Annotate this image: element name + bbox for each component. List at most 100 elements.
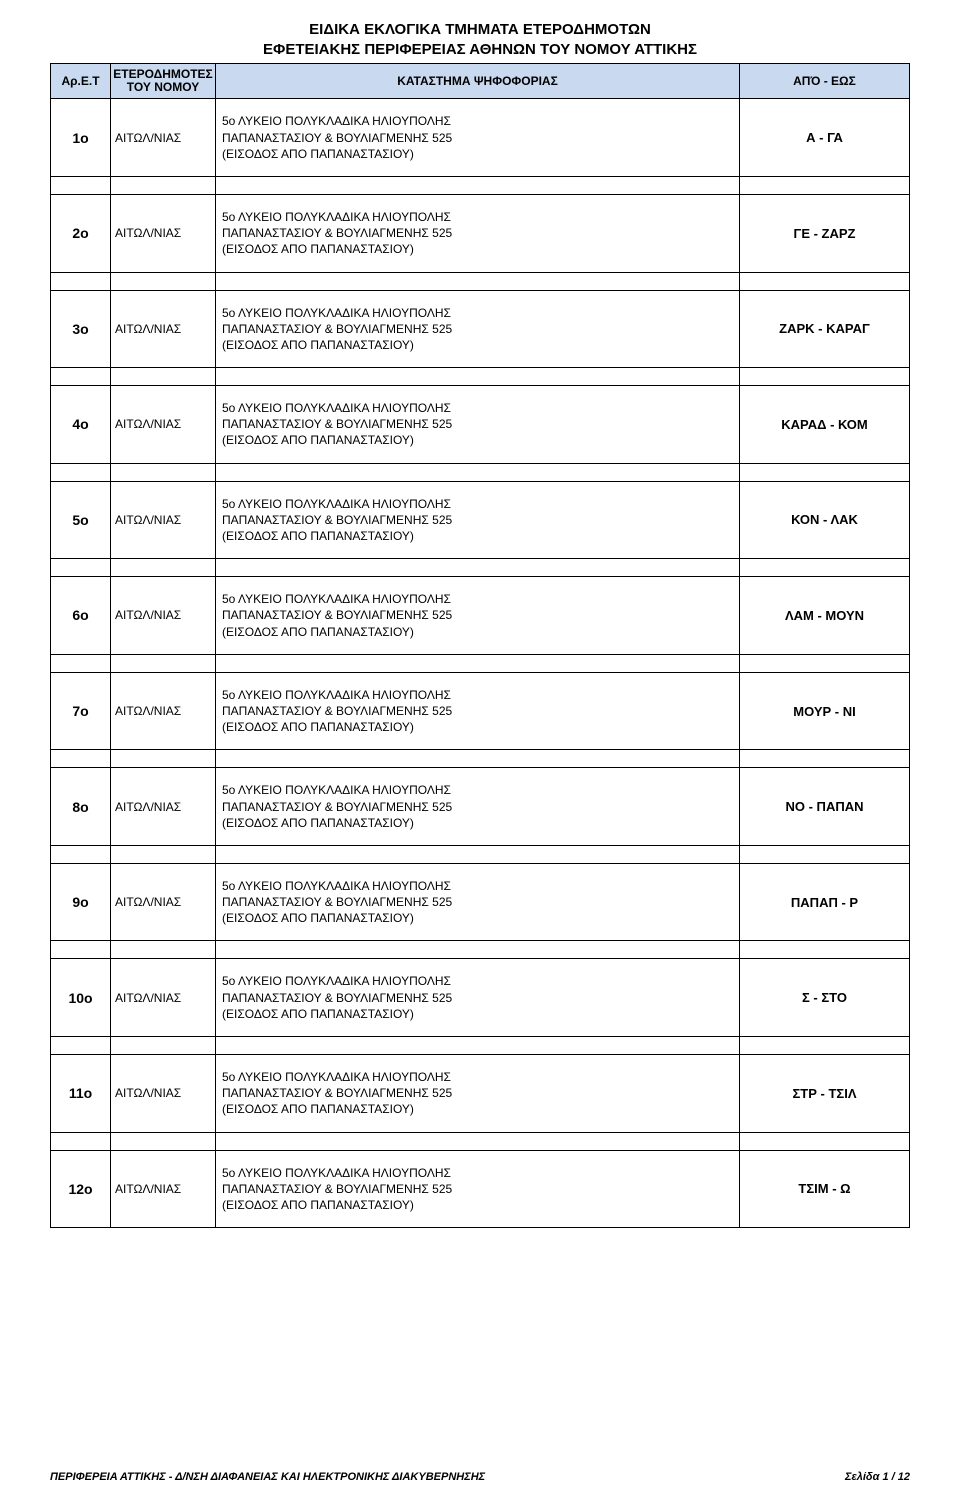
cell-id: 3ο xyxy=(51,290,111,368)
cell-katastima: 5ο ΛΥΚΕΙΟ ΠΟΛΥΚΛΑΔΙΚΑ ΗΛΙΟΥΠΟΛΗΣΠΑΠΑΝΑΣΤ… xyxy=(216,481,740,559)
cell-katastima: 5ο ΛΥΚΕΙΟ ΠΟΛΥΚΛΑΔΙΚΑ ΗΛΙΟΥΠΟΛΗΣΠΑΠΑΝΑΣΤ… xyxy=(216,194,740,272)
table-row: 12οΑΙΤΩΛ/ΝΙΑΣ5ο ΛΥΚΕΙΟ ΠΟΛΥΚΛΑΔΙΚΑ ΗΛΙΟΥ… xyxy=(51,1150,910,1228)
katastima-line: 5ο ΛΥΚΕΙΟ ΠΟΛΥΚΛΑΔΙΚΑ ΗΛΙΟΥΠΟΛΗΣ xyxy=(222,496,733,512)
katastima-line: 5ο ΛΥΚΕΙΟ ΠΟΛΥΚΛΑΔΙΚΑ ΗΛΙΟΥΠΟΛΗΣ xyxy=(222,113,733,129)
table-row: 2οΑΙΤΩΛ/ΝΙΑΣ5ο ΛΥΚΕΙΟ ΠΟΛΥΚΛΑΔΙΚΑ ΗΛΙΟΥΠ… xyxy=(51,194,910,272)
cell-katastima: 5ο ΛΥΚΕΙΟ ΠΟΛΥΚΛΑΔΙΚΑ ΗΛΙΟΥΠΟΛΗΣΠΑΠΑΝΑΣΤ… xyxy=(216,290,740,368)
cell-id: 6ο xyxy=(51,577,111,655)
katastima-line: (ΕΙΣΟΔΟΣ ΑΠΟ ΠΑΠΑΝΑΣΤΑΣΙΟΥ) xyxy=(222,146,733,162)
spacer-row xyxy=(51,941,910,959)
spacer-row xyxy=(51,654,910,672)
cell-range: ΜΟΥΡ - ΝΙ xyxy=(740,672,910,750)
footer-left: ΠΕΡΙΦΕΡΕΙΑ ΑΤΤΙΚΗΣ - Δ/ΝΣΗ ΔΙΑΦΑΝΕΙΑΣ ΚΑ… xyxy=(50,1471,485,1483)
cell-id: 1ο xyxy=(51,99,111,177)
table-row: 9οΑΙΤΩΛ/ΝΙΑΣ5ο ΛΥΚΕΙΟ ΠΟΛΥΚΛΑΔΙΚΑ ΗΛΙΟΥΠ… xyxy=(51,863,910,941)
cell-nomos: ΑΙΤΩΛ/ΝΙΑΣ xyxy=(111,1055,216,1133)
katastima-line: ΠΑΠΑΝΑΣΤΑΣΙΟΥ & ΒΟΥΛΙΑΓΜΕΝΗΣ 525 xyxy=(222,894,733,910)
cell-nomos: ΑΙΤΩΛ/ΝΙΑΣ xyxy=(111,290,216,368)
cell-range: ΚΑΡΑΔ - ΚΟΜ xyxy=(740,386,910,464)
katastima-line: ΠΑΠΑΝΑΣΤΑΣΙΟΥ & ΒΟΥΛΙΑΓΜΕΝΗΣ 525 xyxy=(222,607,733,623)
cell-katastima: 5ο ΛΥΚΕΙΟ ΠΟΛΥΚΛΑΔΙΚΑ ΗΛΙΟΥΠΟΛΗΣΠΑΠΑΝΑΣΤ… xyxy=(216,768,740,846)
header-id: Αρ.Ε.Τ xyxy=(51,64,111,99)
cell-id: 9ο xyxy=(51,863,111,941)
spacer-row xyxy=(51,272,910,290)
spacer-row xyxy=(51,559,910,577)
title-line-1: ΕΙΔΙΚΑ ΕΚΛΟΓΙΚΑ ΤΜΗΜΑΤΑ ΕΤΕΡΟΔΗΜΟΤΩΝ xyxy=(50,20,910,40)
katastima-line: 5ο ΛΥΚΕΙΟ ΠΟΛΥΚΛΑΔΙΚΑ ΗΛΙΟΥΠΟΛΗΣ xyxy=(222,782,733,798)
katastima-line: (ΕΙΣΟΔΟΣ ΑΠΟ ΠΑΠΑΝΑΣΤΑΣΙΟΥ) xyxy=(222,1101,733,1117)
katastima-line: ΠΑΠΑΝΑΣΤΑΣΙΟΥ & ΒΟΥΛΙΑΓΜΕΝΗΣ 525 xyxy=(222,130,733,146)
cell-range: Σ - ΣΤΟ xyxy=(740,959,910,1037)
cell-id: 2ο xyxy=(51,194,111,272)
cell-range: ΖΑΡΚ - ΚΑΡΑΓ xyxy=(740,290,910,368)
cell-range: Α - ΓΑ xyxy=(740,99,910,177)
cell-nomos: ΑΙΤΩΛ/ΝΙΑΣ xyxy=(111,481,216,559)
cell-nomos: ΑΙΤΩΛ/ΝΙΑΣ xyxy=(111,768,216,846)
spacer-row xyxy=(51,1132,910,1150)
cell-nomos: ΑΙΤΩΛ/ΝΙΑΣ xyxy=(111,959,216,1037)
cell-id: 10ο xyxy=(51,959,111,1037)
katastima-line: 5ο ΛΥΚΕΙΟ ΠΟΛΥΚΛΑΔΙΚΑ ΗΛΙΟΥΠΟΛΗΣ xyxy=(222,1165,733,1181)
katastima-line: (ΕΙΣΟΔΟΣ ΑΠΟ ΠΑΠΑΝΑΣΤΑΣΙΟΥ) xyxy=(222,910,733,926)
cell-range: ΤΣΙΜ - Ω xyxy=(740,1150,910,1228)
data-table: Αρ.Ε.Τ ΕΤΕΡΟΔΗΜΟΤΕΣ ΤΟΥ ΝΟΜΟΥ ΚΑΤΑΣΤΗΜΑ … xyxy=(50,63,910,1228)
spacer-row xyxy=(51,463,910,481)
cell-katastima: 5ο ΛΥΚΕΙΟ ΠΟΛΥΚΛΑΔΙΚΑ ΗΛΙΟΥΠΟΛΗΣΠΑΠΑΝΑΣΤ… xyxy=(216,1055,740,1133)
spacer-row xyxy=(51,176,910,194)
header-range: ΑΠΌ - ΕΩΣ xyxy=(740,64,910,99)
cell-id: 11ο xyxy=(51,1055,111,1133)
katastima-line: ΠΑΠΑΝΑΣΤΑΣΙΟΥ & ΒΟΥΛΙΑΓΜΕΝΗΣ 525 xyxy=(222,416,733,432)
cell-nomos: ΑΙΤΩΛ/ΝΙΑΣ xyxy=(111,863,216,941)
cell-nomos: ΑΙΤΩΛ/ΝΙΑΣ xyxy=(111,577,216,655)
cell-katastima: 5ο ΛΥΚΕΙΟ ΠΟΛΥΚΛΑΔΙΚΑ ΗΛΙΟΥΠΟΛΗΣΠΑΠΑΝΑΣΤ… xyxy=(216,577,740,655)
table-row: 6οΑΙΤΩΛ/ΝΙΑΣ5ο ΛΥΚΕΙΟ ΠΟΛΥΚΛΑΔΙΚΑ ΗΛΙΟΥΠ… xyxy=(51,577,910,655)
cell-nomos: ΑΙΤΩΛ/ΝΙΑΣ xyxy=(111,194,216,272)
cell-range: ΓΕ - ΖΑΡΖ xyxy=(740,194,910,272)
footer-right: Σελίδα 1 / 12 xyxy=(845,1471,910,1483)
katastima-line: 5ο ΛΥΚΕΙΟ ΠΟΛΥΚΛΑΔΙΚΑ ΗΛΙΟΥΠΟΛΗΣ xyxy=(222,878,733,894)
cell-id: 7ο xyxy=(51,672,111,750)
katastima-line: (ΕΙΣΟΔΟΣ ΑΠΟ ΠΑΠΑΝΑΣΤΑΣΙΟΥ) xyxy=(222,1006,733,1022)
cell-katastima: 5ο ΛΥΚΕΙΟ ΠΟΛΥΚΛΑΔΙΚΑ ΗΛΙΟΥΠΟΛΗΣΠΑΠΑΝΑΣΤ… xyxy=(216,959,740,1037)
cell-katastima: 5ο ΛΥΚΕΙΟ ΠΟΛΥΚΛΑΔΙΚΑ ΗΛΙΟΥΠΟΛΗΣΠΑΠΑΝΑΣΤ… xyxy=(216,99,740,177)
header-nomos-line2: ΤΟΥ ΝΟΜΟΥ xyxy=(113,81,213,94)
table-row: 3οΑΙΤΩΛ/ΝΙΑΣ5ο ΛΥΚΕΙΟ ΠΟΛΥΚΛΑΔΙΚΑ ΗΛΙΟΥΠ… xyxy=(51,290,910,368)
cell-range: ΝΟ - ΠΑΠΑΝ xyxy=(740,768,910,846)
cell-nomos: ΑΙΤΩΛ/ΝΙΑΣ xyxy=(111,672,216,750)
cell-range: ΚΟΝ - ΛΑΚ xyxy=(740,481,910,559)
katastima-line: 5ο ΛΥΚΕΙΟ ΠΟΛΥΚΛΑΔΙΚΑ ΗΛΙΟΥΠΟΛΗΣ xyxy=(222,591,733,607)
katastima-line: (ΕΙΣΟΔΟΣ ΑΠΟ ΠΑΠΑΝΑΣΤΑΣΙΟΥ) xyxy=(222,719,733,735)
cell-id: 5ο xyxy=(51,481,111,559)
cell-range: ΣΤΡ - ΤΣΙΛ xyxy=(740,1055,910,1133)
katastima-line: (ΕΙΣΟΔΟΣ ΑΠΟ ΠΑΠΑΝΑΣΤΑΣΙΟΥ) xyxy=(222,1197,733,1213)
table-row: 1οΑΙΤΩΛ/ΝΙΑΣ5ο ΛΥΚΕΙΟ ΠΟΛΥΚΛΑΔΙΚΑ ΗΛΙΟΥΠ… xyxy=(51,99,910,177)
katastima-line: (ΕΙΣΟΔΟΣ ΑΠΟ ΠΑΠΑΝΑΣΤΑΣΙΟΥ) xyxy=(222,241,733,257)
spacer-row xyxy=(51,750,910,768)
table-row: 5οΑΙΤΩΛ/ΝΙΑΣ5ο ΛΥΚΕΙΟ ΠΟΛΥΚΛΑΔΙΚΑ ΗΛΙΟΥΠ… xyxy=(51,481,910,559)
katastima-line: ΠΑΠΑΝΑΣΤΑΣΙΟΥ & ΒΟΥΛΙΑΓΜΕΝΗΣ 525 xyxy=(222,990,733,1006)
table-body: 1οΑΙΤΩΛ/ΝΙΑΣ5ο ΛΥΚΕΙΟ ΠΟΛΥΚΛΑΔΙΚΑ ΗΛΙΟΥΠ… xyxy=(51,99,910,1228)
katastima-line: ΠΑΠΑΝΑΣΤΑΣΙΟΥ & ΒΟΥΛΙΑΓΜΕΝΗΣ 525 xyxy=(222,1181,733,1197)
cell-id: 12ο xyxy=(51,1150,111,1228)
title-line-2: ΕΦΕΤΕΙΑΚΗΣ ΠΕΡΙΦΕΡΕΙΑΣ ΑΘΗΝΩΝ ΤΟΥ ΝΟΜΟΥ … xyxy=(50,40,910,60)
katastima-line: (ΕΙΣΟΔΟΣ ΑΠΟ ΠΑΠΑΝΑΣΤΑΣΙΟΥ) xyxy=(222,432,733,448)
katastima-line: (ΕΙΣΟΔΟΣ ΑΠΟ ΠΑΠΑΝΑΣΤΑΣΙΟΥ) xyxy=(222,337,733,353)
page-footer: ΠΕΡΙΦΕΡΕΙΑ ΑΤΤΙΚΗΣ - Δ/ΝΣΗ ΔΙΑΦΑΝΕΙΑΣ ΚΑ… xyxy=(50,1471,910,1483)
cell-nomos: ΑΙΤΩΛ/ΝΙΑΣ xyxy=(111,386,216,464)
katastima-line: (ΕΙΣΟΔΟΣ ΑΠΟ ΠΑΠΑΝΑΣΤΑΣΙΟΥ) xyxy=(222,624,733,640)
spacer-row xyxy=(51,368,910,386)
katastima-line: ΠΑΠΑΝΑΣΤΑΣΙΟΥ & ΒΟΥΛΙΑΓΜΕΝΗΣ 525 xyxy=(222,512,733,528)
spacer-row xyxy=(51,1037,910,1055)
katastima-line: (ΕΙΣΟΔΟΣ ΑΠΟ ΠΑΠΑΝΑΣΤΑΣΙΟΥ) xyxy=(222,815,733,831)
cell-katastima: 5ο ΛΥΚΕΙΟ ΠΟΛΥΚΛΑΔΙΚΑ ΗΛΙΟΥΠΟΛΗΣΠΑΠΑΝΑΣΤ… xyxy=(216,863,740,941)
cell-id: 8ο xyxy=(51,768,111,846)
cell-katastima: 5ο ΛΥΚΕΙΟ ΠΟΛΥΚΛΑΔΙΚΑ ΗΛΙΟΥΠΟΛΗΣΠΑΠΑΝΑΣΤ… xyxy=(216,672,740,750)
table-row: 11οΑΙΤΩΛ/ΝΙΑΣ5ο ΛΥΚΕΙΟ ΠΟΛΥΚΛΑΔΙΚΑ ΗΛΙΟΥ… xyxy=(51,1055,910,1133)
katastima-line: 5ο ΛΥΚΕΙΟ ΠΟΛΥΚΛΑΔΙΚΑ ΗΛΙΟΥΠΟΛΗΣ xyxy=(222,305,733,321)
cell-range: ΛΑΜ - ΜΟΥΝ xyxy=(740,577,910,655)
katastima-line: ΠΑΠΑΝΑΣΤΑΣΙΟΥ & ΒΟΥΛΙΑΓΜΕΝΗΣ 525 xyxy=(222,703,733,719)
katastima-line: ΠΑΠΑΝΑΣΤΑΣΙΟΥ & ΒΟΥΛΙΑΓΜΕΝΗΣ 525 xyxy=(222,225,733,241)
katastima-line: 5ο ΛΥΚΕΙΟ ΠΟΛΥΚΛΑΔΙΚΑ ΗΛΙΟΥΠΟΛΗΣ xyxy=(222,400,733,416)
header-nomos: ΕΤΕΡΟΔΗΜΟΤΕΣ ΤΟΥ ΝΟΜΟΥ xyxy=(111,64,216,99)
table-row: 8οΑΙΤΩΛ/ΝΙΑΣ5ο ΛΥΚΕΙΟ ΠΟΛΥΚΛΑΔΙΚΑ ΗΛΙΟΥΠ… xyxy=(51,768,910,846)
